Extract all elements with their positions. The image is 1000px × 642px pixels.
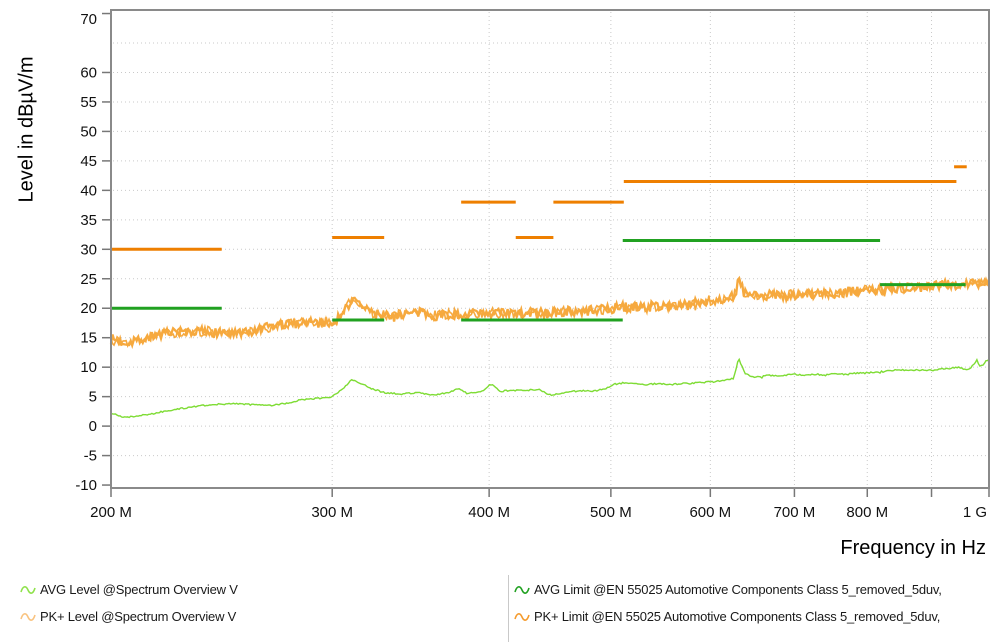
x-tick-label: 600 M <box>689 504 731 521</box>
legend-label: PK+ Limit @EN 55025 Automotive Component… <box>534 608 941 624</box>
x-axis-title: Frequency in Hz <box>840 537 986 559</box>
y-tick-label: 5 <box>89 389 97 406</box>
legend-label: AVG Limit @EN 55025 Automotive Component… <box>534 581 942 597</box>
y-tick-label: 15 <box>80 330 97 347</box>
plot-border <box>110 9 990 489</box>
limit-lines <box>111 165 967 322</box>
legend-label: AVG Level @Spectrum Overview V <box>40 581 238 597</box>
legend-divider <box>508 575 509 642</box>
y-axis-title: Level in dBµV/m <box>15 56 38 203</box>
axis-border <box>110 9 990 489</box>
y-tick-label: 50 <box>80 123 97 140</box>
legend-item-pk-level: PK+ Level @Spectrum Overview V <box>20 608 236 624</box>
x-tick-label: 500 M <box>590 504 632 521</box>
y-tick-label: 25 <box>80 271 97 288</box>
y-tick-label: -10 <box>75 477 97 494</box>
x-tick-label: 300 M <box>311 504 353 521</box>
legend-label: PK+ Level @Spectrum Overview V <box>40 608 237 624</box>
y-tick-label: 10 <box>80 359 97 376</box>
y-tick-label: 35 <box>80 212 97 229</box>
sine-wave-icon <box>20 585 36 594</box>
y-tick-label: 30 <box>80 241 97 258</box>
sine-wave-icon <box>20 612 36 621</box>
x-tick-label: 700 M <box>774 504 816 521</box>
y-tick-label: 0 <box>89 418 97 435</box>
y-tick-label: 45 <box>80 153 97 170</box>
legend-item-avg-limit: AVG Limit @EN 55025 Automotive Component… <box>514 581 942 597</box>
x-tick-label: 1 G <box>963 504 987 521</box>
x-tick-label: 800 M <box>846 504 888 521</box>
legend-item-pk-limit: PK+ Limit @EN 55025 Automotive Component… <box>514 608 940 624</box>
y-tick-label: 60 <box>80 64 97 81</box>
axis-ticks <box>102 12 990 497</box>
pk-level-trace <box>110 276 990 349</box>
y-tick-label: 20 <box>80 300 97 317</box>
y-tick-label: 55 <box>80 94 97 111</box>
x-tick-label: 400 M <box>468 504 510 521</box>
grid-lines <box>113 12 987 486</box>
y-tick-label: -5 <box>84 448 97 465</box>
sine-wave-icon <box>514 585 530 594</box>
sine-wave-icon <box>514 612 530 621</box>
y-tick-label: 70 <box>80 11 97 28</box>
avg-level-trace <box>110 357 990 419</box>
legend-item-avg-level: AVG Level @Spectrum Overview V <box>20 581 238 597</box>
x-tick-label: 200 M <box>90 504 132 521</box>
y-tick-label: 40 <box>80 182 97 199</box>
trace-lines <box>109 275 990 419</box>
pk-level-trace <box>109 275 990 350</box>
